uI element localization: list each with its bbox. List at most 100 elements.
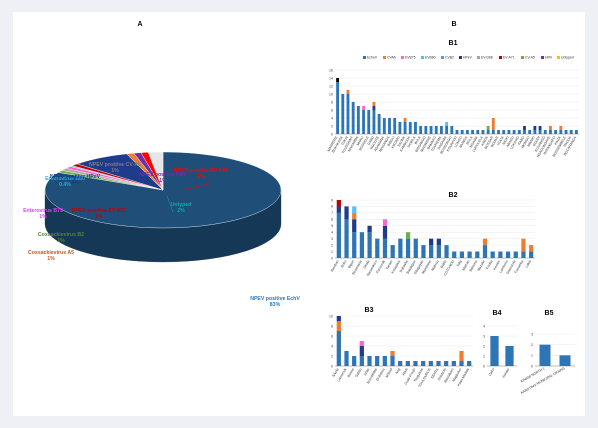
ytick-b1-7: 14 bbox=[329, 76, 333, 80]
pie-label-percent-5: 1% bbox=[95, 214, 103, 220]
bar-b1-38-s0 bbox=[533, 130, 537, 134]
pie-label-name-7: NPEV positive CV-A6 bbox=[89, 162, 141, 168]
xtick-b2-16: Toky bbox=[456, 259, 463, 267]
ytick-b1-8: 16 bbox=[329, 68, 333, 72]
bar-b4-0-s0 bbox=[490, 336, 499, 366]
bar-b1-38-s1 bbox=[533, 126, 537, 130]
bar-b1-5-s0 bbox=[362, 110, 365, 134]
xtick-b1-8: NGOUTE bbox=[369, 135, 380, 150]
bar-b1-27-s0 bbox=[476, 130, 480, 134]
xtick-b3-13: SEKRA bbox=[430, 367, 440, 380]
ytick-b1-4: 8 bbox=[331, 100, 333, 104]
ytick-b3-1: 2 bbox=[331, 354, 333, 358]
xtick-b3-11: Toyguissa bbox=[413, 367, 424, 382]
bar-b1-5-s4 bbox=[362, 106, 365, 110]
bar-b2-21-s0 bbox=[498, 251, 503, 258]
xtick-b2-19: Mazuke bbox=[476, 259, 485, 271]
bar-b2-9-s6 bbox=[405, 232, 411, 239]
ytick-b2-8: 8 bbox=[331, 205, 333, 209]
ytick-b1-2: 4 bbox=[331, 116, 333, 120]
ytick-b4-2: 2 bbox=[483, 344, 485, 348]
bar-b1-11-s0 bbox=[393, 118, 397, 134]
bar-b5-0-s0 bbox=[539, 344, 551, 366]
bar-b2-6-s5 bbox=[382, 219, 388, 226]
bar-b1-0-s3 bbox=[336, 78, 340, 82]
bar-b1-30-s2 bbox=[491, 118, 495, 130]
xtick-b1-2: TUKAI bbox=[340, 135, 348, 146]
bar-b2-2-s2 bbox=[352, 212, 357, 220]
bar-b1-40-s0 bbox=[543, 130, 547, 134]
bar-b2-2-s1 bbox=[352, 219, 357, 233]
bar-b2-20-s0 bbox=[490, 251, 495, 258]
bar-b1-13-s2 bbox=[403, 118, 407, 122]
bar-b1-42-s0 bbox=[554, 130, 558, 134]
xtick-b2-6: Fanourak bbox=[375, 259, 386, 274]
legend-label-3: EVB80 bbox=[425, 56, 436, 60]
bar-b1-13-s0 bbox=[403, 122, 407, 134]
bar-b2-8-s0 bbox=[398, 238, 403, 258]
bar-b2-16-s0 bbox=[459, 251, 465, 258]
bar-b3-0-s0 bbox=[336, 331, 341, 366]
xtick-b4-0: Gabo bbox=[488, 367, 496, 376]
legend-swatch-0 bbox=[363, 56, 366, 59]
bar-b1-34-s0 bbox=[512, 130, 516, 134]
xtick-b3-7: M'Boul bbox=[385, 367, 394, 378]
bar-b3-3-s2 bbox=[359, 346, 364, 356]
pie-label-percent-9: 1% bbox=[197, 174, 205, 180]
ytick-b4-4: 4 bbox=[483, 324, 485, 328]
xtick-b2-14: Bafilo bbox=[440, 259, 448, 268]
xtick-b1-29: KINDA bbox=[480, 135, 489, 147]
xtick-b2-22: Lamborio bbox=[498, 259, 509, 273]
bar-b2-3-s0 bbox=[359, 232, 365, 258]
bar-b1-2-s2 bbox=[346, 90, 350, 94]
pie-label-name-0: NPEV positive EchV bbox=[250, 296, 300, 302]
ytick-b2-9: 9 bbox=[331, 198, 333, 202]
bar-b3-3-s3 bbox=[359, 341, 364, 346]
legend-label-2: EVB75 bbox=[405, 56, 416, 60]
bar-b2-24-s0 bbox=[521, 251, 526, 258]
xtick-b3-15: Banzakaro bbox=[443, 367, 455, 383]
ytick-b1-5: 10 bbox=[329, 92, 333, 96]
bar-b3-11-s0 bbox=[421, 361, 426, 366]
bar-b1-45-s0 bbox=[569, 130, 573, 134]
xtick-b1-26: BOLA bbox=[465, 135, 473, 145]
xtick-b2-24: Fuoumba bbox=[514, 259, 525, 274]
bar-chart-b1: B10246810121416MARREREBUKAKASATUKAITOUSS… bbox=[327, 40, 579, 158]
legend-swatch-4 bbox=[441, 56, 444, 59]
pie-label-percent-1: 1% bbox=[47, 256, 55, 262]
bar-b2-0-s4 bbox=[336, 200, 341, 207]
bar-b1-18-s0 bbox=[429, 126, 433, 134]
bar-b2-15-s0 bbox=[452, 251, 457, 258]
bar-b1-29-s0 bbox=[486, 130, 490, 134]
bar-b2-25-s2 bbox=[529, 245, 534, 252]
bar-b2-0-s0 bbox=[336, 212, 341, 258]
ytick-b1-0: 0 bbox=[331, 132, 333, 136]
xtick-b2-17: Maman bbox=[461, 259, 470, 271]
bar-b1-8-s0 bbox=[377, 114, 381, 134]
xtick-b2-11: Gbagayan bbox=[413, 259, 424, 275]
bar-b1-1-s0 bbox=[341, 94, 345, 134]
ytick-b2-7: 7 bbox=[331, 211, 333, 215]
xtick-b1-12: KIKOMO bbox=[391, 135, 401, 149]
xtick-b1-15: DOBILA bbox=[407, 135, 417, 148]
legend-swatch-7 bbox=[499, 56, 502, 59]
legend-swatch-5 bbox=[459, 56, 462, 59]
xtick-b3-3: Sabbo bbox=[354, 367, 362, 378]
ytick-b4-1: 1 bbox=[483, 354, 485, 358]
ytick-b4-3: 3 bbox=[483, 334, 485, 338]
xtick-b1-24: LONGO bbox=[453, 135, 463, 148]
bar-b1-37-s0 bbox=[528, 130, 532, 134]
bar-b2-12-s0 bbox=[429, 245, 434, 258]
bar-b2-2-s0 bbox=[352, 232, 357, 258]
legend-label-8: CV-A5 bbox=[525, 56, 535, 60]
pie-label-percent-2: 1% bbox=[57, 238, 65, 244]
pie-label-name-9: NPEV positive EV-D68 bbox=[174, 168, 229, 174]
xtick-b2-9: Dubaska bbox=[399, 259, 409, 273]
xtick-b1-32: KOUA bbox=[496, 135, 505, 146]
bar-b2-5-s0 bbox=[375, 238, 380, 258]
bar-b3-7-s1 bbox=[390, 351, 395, 356]
pie-label-name-3: Enterovirus B75 bbox=[23, 208, 63, 214]
pie-label-percent-0: 83% bbox=[270, 302, 281, 308]
xtick-b1-13: SALWA bbox=[397, 135, 407, 148]
